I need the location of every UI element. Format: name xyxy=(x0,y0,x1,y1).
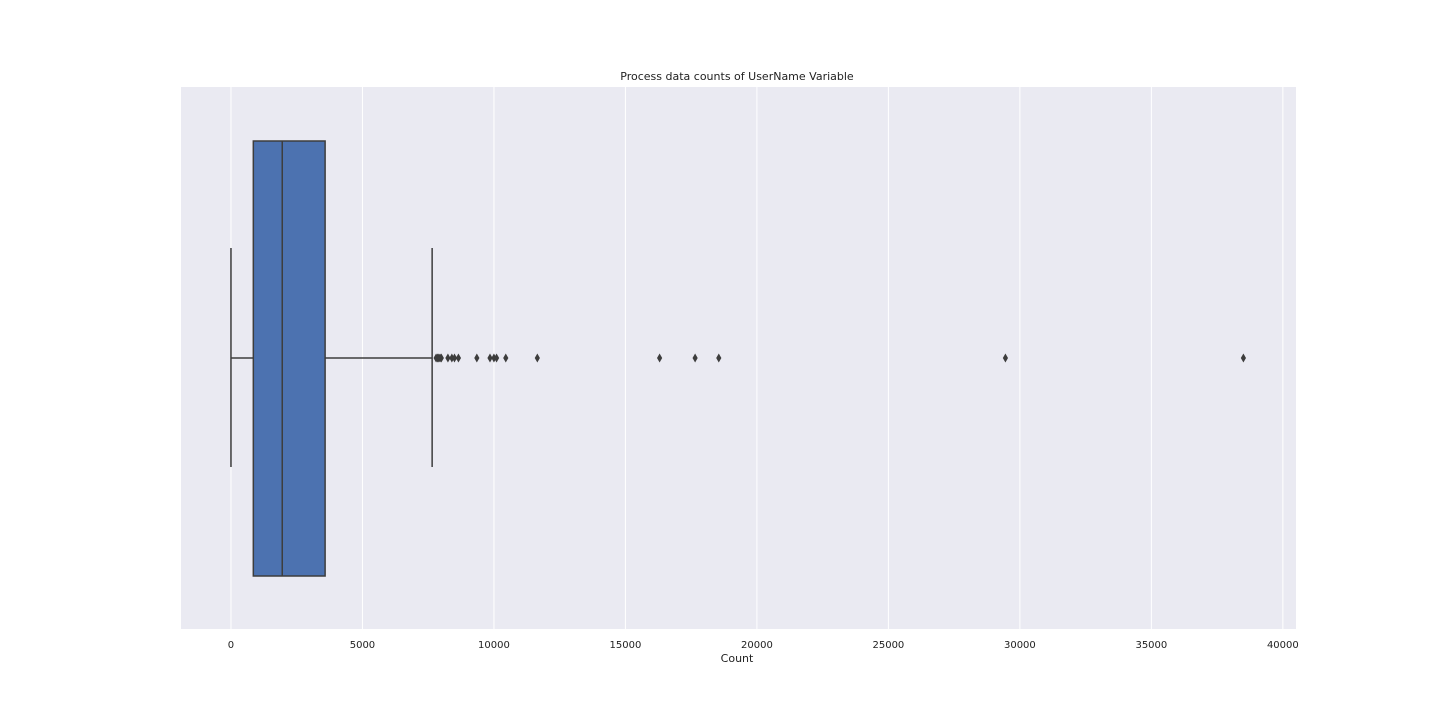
interquartile-box xyxy=(252,140,326,577)
x-tick-labels: 0 5000 10000 15000 20000 25000 30000 35000 40000 xyxy=(228,640,1299,651)
outlier-point xyxy=(534,353,540,363)
outlier-point xyxy=(455,353,462,363)
outlier-point xyxy=(657,353,663,363)
outlier-point xyxy=(493,353,500,363)
x-tick-label: 35000 xyxy=(1135,640,1167,651)
chart-title: Process data counts of UserName Variable xyxy=(620,70,854,83)
outlier-point xyxy=(451,353,458,363)
outlier-point xyxy=(716,353,722,363)
outlier-point xyxy=(438,353,444,363)
outlier-point xyxy=(445,353,451,363)
x-axis-label: Count xyxy=(721,652,754,665)
outliers-group xyxy=(433,353,1247,363)
box-group xyxy=(230,140,433,577)
outlier-point xyxy=(449,353,455,363)
outlier-point xyxy=(1002,353,1009,363)
x-tick-label: 40000 xyxy=(1267,640,1299,651)
outlier-point xyxy=(692,353,698,363)
x-tick-label: 30000 xyxy=(1004,640,1036,651)
x-tick-label: 5000 xyxy=(350,640,375,651)
x-tick-label: 25000 xyxy=(872,640,904,651)
x-tick-label: 10000 xyxy=(478,640,510,651)
outlier-point xyxy=(491,353,497,363)
outlier-point xyxy=(474,353,480,363)
x-tick-label: 15000 xyxy=(610,640,642,651)
outlier-point xyxy=(487,353,493,363)
x-tick-label: 0 xyxy=(228,640,234,651)
x-tick-label: 20000 xyxy=(741,640,773,651)
outlier-point xyxy=(503,353,509,363)
outlier-point xyxy=(1240,353,1247,363)
